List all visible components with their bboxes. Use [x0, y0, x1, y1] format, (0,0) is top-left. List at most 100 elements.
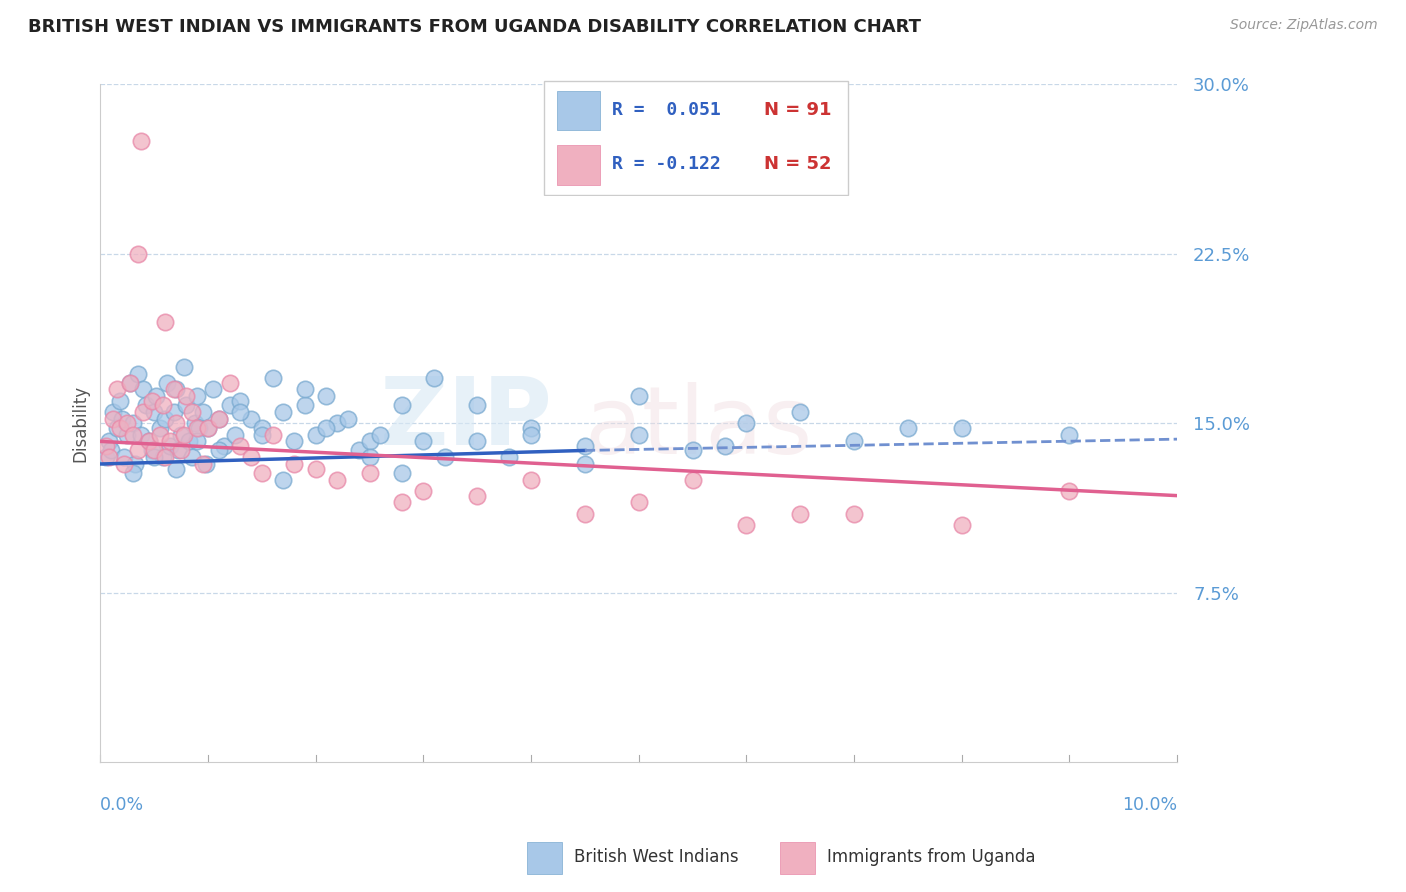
Point: [153, 315, 176, 329]
Point: [273, 405, 295, 419]
Point: [159, 439, 181, 453]
Point: [391, 466, 413, 480]
Point: [152, 450, 174, 465]
Point: [224, 427, 246, 442]
Point: [176, 398, 198, 412]
Point: [1059, 427, 1081, 442]
Point: [229, 439, 252, 453]
Point: [191, 405, 214, 419]
Point: [156, 376, 179, 390]
Point: [359, 450, 381, 465]
Point: [143, 450, 166, 465]
Point: [165, 461, 187, 475]
Point: [165, 417, 187, 431]
Point: [498, 450, 520, 465]
Point: [159, 434, 181, 449]
Point: [162, 405, 184, 419]
Point: [347, 443, 370, 458]
Point: [94, 450, 117, 465]
Point: [842, 507, 865, 521]
Point: [218, 398, 240, 412]
Point: [129, 427, 152, 442]
Text: atlas: atlas: [585, 382, 813, 474]
Point: [103, 405, 125, 419]
Point: [682, 473, 704, 487]
Point: [208, 412, 231, 426]
Point: [141, 393, 163, 408]
Point: [465, 489, 488, 503]
FancyBboxPatch shape: [544, 81, 848, 195]
Point: [191, 457, 214, 471]
Point: [105, 383, 128, 397]
Point: [148, 427, 170, 442]
Point: [173, 427, 195, 442]
Point: [229, 405, 252, 419]
Point: [117, 427, 139, 442]
Point: [97, 434, 120, 449]
Point: [132, 405, 155, 419]
Point: [121, 417, 143, 431]
Point: [789, 507, 811, 521]
Point: [842, 434, 865, 449]
Point: [153, 412, 176, 426]
Point: [138, 434, 160, 449]
Text: N = 91: N = 91: [763, 101, 831, 119]
Point: [627, 389, 650, 403]
Point: [520, 421, 543, 435]
Point: [574, 439, 596, 453]
Point: [250, 421, 273, 435]
Point: [108, 393, 131, 408]
Point: [132, 383, 155, 397]
Point: [326, 417, 349, 431]
Point: [170, 443, 193, 458]
Point: [520, 427, 543, 442]
Point: [167, 443, 190, 458]
Point: [714, 439, 737, 453]
Point: [162, 383, 184, 397]
Point: [143, 443, 166, 458]
Point: [465, 434, 488, 449]
Text: R =  0.051: R = 0.051: [613, 101, 721, 119]
Point: [465, 398, 488, 412]
Point: [208, 443, 231, 458]
Point: [176, 389, 198, 403]
Point: [305, 461, 328, 475]
Text: 0.0%: 0.0%: [100, 796, 145, 814]
Point: [180, 450, 202, 465]
Text: R = -0.122: R = -0.122: [613, 155, 721, 173]
Point: [124, 457, 146, 471]
Point: [117, 417, 139, 431]
Point: [208, 412, 231, 426]
Point: [735, 417, 758, 431]
Point: [305, 427, 328, 442]
Point: [186, 434, 208, 449]
Point: [152, 398, 174, 412]
Point: [112, 450, 135, 465]
Point: [94, 439, 117, 453]
Point: [574, 457, 596, 471]
FancyBboxPatch shape: [557, 91, 600, 130]
Point: [112, 457, 135, 471]
Point: [250, 427, 273, 442]
Point: [188, 421, 211, 435]
Point: [789, 405, 811, 419]
Text: British West Indians: British West Indians: [574, 848, 738, 866]
Point: [897, 421, 920, 435]
Point: [950, 518, 973, 533]
Point: [359, 434, 381, 449]
Point: [412, 434, 434, 449]
Point: [100, 443, 122, 458]
Point: [294, 398, 316, 412]
Point: [108, 421, 131, 435]
Point: [145, 389, 167, 403]
Text: Source: ZipAtlas.com: Source: ZipAtlas.com: [1230, 18, 1378, 32]
Point: [391, 495, 413, 509]
Point: [121, 466, 143, 480]
Point: [121, 427, 143, 442]
Point: [135, 398, 157, 412]
Point: [262, 427, 284, 442]
Point: [180, 405, 202, 419]
Point: [212, 439, 235, 453]
Point: [520, 473, 543, 487]
Point: [120, 376, 142, 390]
